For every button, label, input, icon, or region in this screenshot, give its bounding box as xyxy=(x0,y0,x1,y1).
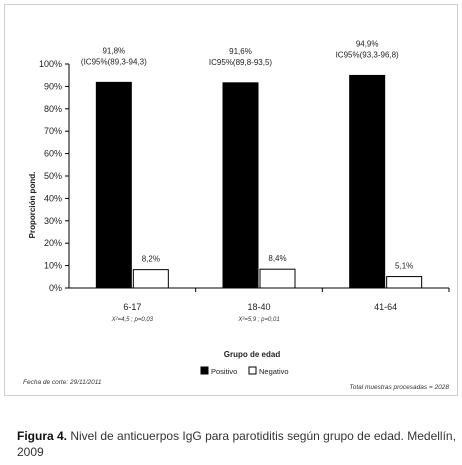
y-tick-label: 10% xyxy=(44,261,62,271)
legend-swatch-negativo xyxy=(248,366,257,375)
figure-caption: Figura 4. Nivel de anticuerpos IgG para … xyxy=(17,428,457,460)
y-tick-label: 60% xyxy=(44,149,62,159)
bar-positivo xyxy=(95,81,132,289)
total-samples-note: Total muestras procesadas = 2028 xyxy=(349,384,449,391)
y-tick-label: 40% xyxy=(44,193,62,203)
y-tick-label: 0% xyxy=(49,283,62,293)
bar-positivo-ci-label: (IC95%(89,3-94,3) xyxy=(81,57,147,66)
x-category-label: 6-17 xyxy=(123,302,141,312)
bar-negativo xyxy=(259,268,296,289)
legend-label-negativo: Negativo xyxy=(259,367,289,376)
bar-positivo-value-label: 91,8% xyxy=(102,46,125,55)
bar-positivo-value-label: 91,6% xyxy=(229,47,252,56)
x-category-label: 41-64 xyxy=(374,302,397,312)
y-tick-label: 80% xyxy=(44,104,62,114)
bar-positivo xyxy=(349,74,386,289)
y-tick-label: 90% xyxy=(44,81,62,91)
bar-negativo xyxy=(132,269,169,289)
figure-label: Figura 4. xyxy=(17,429,68,443)
bar-negativo-value-label: 5,1% xyxy=(395,262,413,271)
y-axis-title: Proporción pond. xyxy=(28,172,37,239)
legend-label-positivo: Positivo xyxy=(211,367,237,376)
legend-swatch-positivo xyxy=(200,366,209,375)
bar-chart: Proporción pond. Grupo de edad Fecha de … xyxy=(23,39,450,391)
bar-positivo xyxy=(222,82,259,289)
bar-positivo-value-label: 94,9% xyxy=(356,39,379,48)
bar-positivo-ci-label: IC95%(89,8-93,5) xyxy=(209,58,272,67)
bar-negativo-value-label: 8,4% xyxy=(268,254,286,263)
bar-negativo xyxy=(386,276,423,289)
y-tick-label: 20% xyxy=(44,238,62,248)
x-category-stat-note: X²=5,9 ; p=0,01 xyxy=(237,317,279,323)
y-tick-label: 70% xyxy=(44,126,62,136)
y-tick-label: 50% xyxy=(44,171,62,181)
x-category-label: 18-40 xyxy=(247,302,270,312)
bar-positivo-ci-label: IC95%(93,3-96,8) xyxy=(336,50,399,59)
chart-frame: Proporción pond. Grupo de edad Fecha de … xyxy=(4,4,458,396)
y-tick-label: 30% xyxy=(44,216,62,226)
x-category-stat-note: X²=4,5 ; p=0,03 xyxy=(111,317,154,323)
y-tick-label: 100% xyxy=(39,59,62,69)
figure-caption-text: Nivel de anticuerpos IgG para parotiditi… xyxy=(17,429,456,459)
cutoff-date-note: Fecha de corte: 29/11/2011 xyxy=(23,379,102,386)
bar-negativo-value-label: 8,2% xyxy=(142,255,160,264)
x-axis-title: Grupo de edad xyxy=(224,350,281,359)
